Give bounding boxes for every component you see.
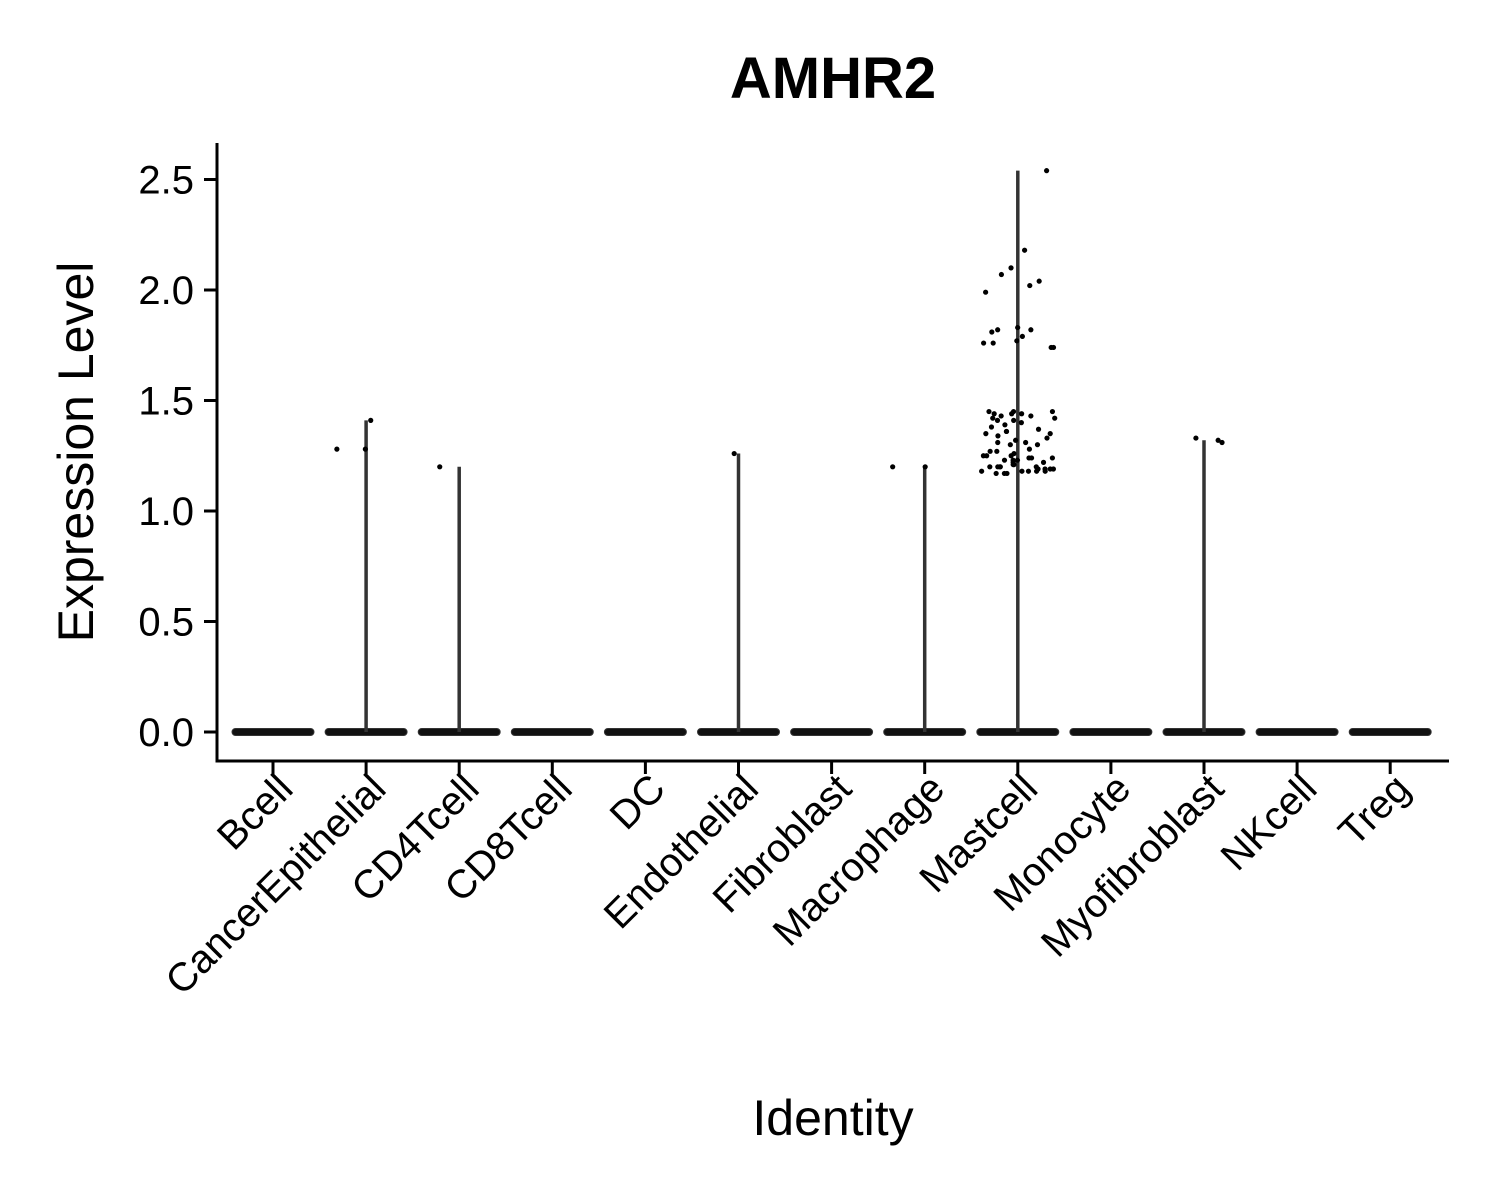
data-point (437, 464, 443, 470)
data-point (1008, 453, 1014, 459)
data-point (1219, 439, 1225, 446)
data-point (890, 464, 896, 470)
data-point (1007, 442, 1013, 448)
data-point (731, 450, 737, 457)
data-point (1019, 468, 1025, 474)
data-point (993, 470, 999, 477)
data-point (1047, 431, 1053, 437)
data-point (1010, 461, 1016, 468)
y-tick-label: 1.0 (138, 490, 194, 534)
chart-title: AMHR2 (730, 46, 936, 111)
x-tick-label: Treg (1330, 766, 1418, 854)
data-point (995, 433, 1001, 439)
data-point (979, 468, 985, 474)
data-point (1009, 411, 1015, 417)
y-tick-label: 2.5 (138, 159, 194, 203)
data-point (1002, 422, 1008, 428)
data-point (1215, 437, 1221, 443)
x-tick-label: DC (602, 766, 674, 838)
data-point (1025, 468, 1032, 474)
data-point (1049, 408, 1056, 415)
data-point (983, 289, 989, 295)
data-point (998, 413, 1004, 419)
data-point (987, 464, 993, 470)
x-tick-label: NKcell (1213, 766, 1326, 879)
data-point (990, 415, 996, 421)
data-point (994, 448, 1000, 454)
data-point (1027, 282, 1033, 289)
y-tick-label: 0.0 (138, 711, 194, 755)
data-point (991, 411, 997, 417)
data-point (997, 464, 1003, 470)
y-axis-label: Expression Level (48, 262, 104, 643)
data-point (334, 446, 340, 452)
data-point (1050, 344, 1057, 351)
violin-body (1069, 728, 1153, 736)
plot-area: 0.00.51.01.52.02.5BcellCancerEpithelialC… (138, 143, 1449, 1003)
data-point (1193, 435, 1199, 441)
data-point (983, 431, 989, 437)
data-point (995, 327, 1001, 333)
data-point (998, 271, 1005, 278)
data-point (1023, 439, 1029, 446)
data-point (1015, 324, 1021, 331)
violin-body (790, 728, 874, 736)
y-tick-label: 0.5 (138, 601, 194, 645)
violin-body (231, 728, 315, 736)
y-tick-label: 1.5 (138, 380, 194, 424)
data-point (1049, 455, 1055, 461)
violin-body (1348, 728, 1432, 736)
data-point (1026, 446, 1033, 452)
data-point (1047, 466, 1053, 472)
data-point (1034, 468, 1040, 474)
violin-body (510, 728, 594, 736)
data-point (987, 448, 993, 454)
data-point (1042, 468, 1048, 474)
data-point (1034, 442, 1041, 448)
data-point (1035, 426, 1042, 432)
data-point (368, 417, 374, 423)
data-point (1026, 455, 1032, 461)
data-point (922, 464, 928, 470)
data-point (986, 408, 992, 415)
violin-body (603, 728, 687, 736)
data-point (1021, 247, 1028, 253)
data-point (1001, 457, 1008, 463)
data-point (1043, 168, 1050, 174)
data-point (1036, 278, 1042, 284)
data-point (981, 340, 987, 346)
data-point (995, 439, 1001, 446)
data-point (990, 340, 996, 346)
data-point (1019, 411, 1025, 417)
y-tick-label: 2.0 (138, 269, 194, 313)
data-point (988, 424, 995, 430)
data-point (1040, 459, 1047, 465)
data-point (1012, 437, 1019, 443)
data-point (1014, 338, 1020, 344)
data-point (994, 417, 1001, 423)
data-point (1028, 413, 1034, 419)
data-point (1003, 428, 1010, 435)
data-point (989, 329, 995, 335)
violin-body (1255, 728, 1339, 736)
data-point (980, 453, 987, 459)
data-point (362, 446, 368, 452)
x-axis-label: Identity (752, 1090, 913, 1146)
data-point (1044, 435, 1050, 441)
data-point (1028, 327, 1034, 333)
data-point (1052, 415, 1058, 421)
data-point (1018, 420, 1024, 426)
data-point (1008, 265, 1014, 271)
data-point (1019, 333, 1025, 340)
data-point (1011, 417, 1017, 423)
data-point (1014, 457, 1021, 463)
data-point (1004, 470, 1010, 477)
